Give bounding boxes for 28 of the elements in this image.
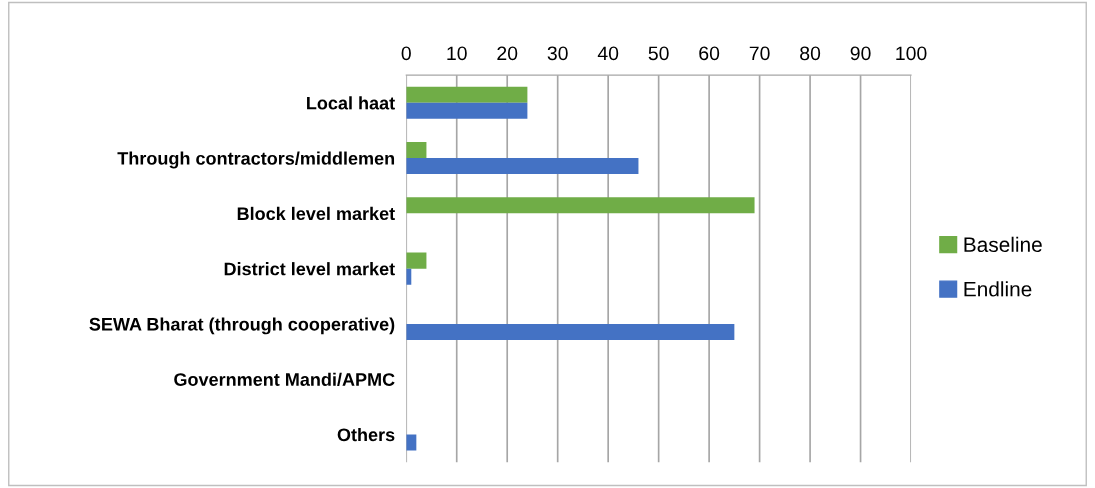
bar [406,252,427,269]
x-tick-label: 20 [497,46,518,61]
bar [406,197,755,214]
x-tick-label: 10 [447,46,467,61]
y-tick-label: Block level market [237,206,395,221]
x-tick-label: 100 [896,46,927,61]
legend-label: Baseline [964,236,1042,253]
bar [406,158,639,175]
bar [406,434,417,451]
y-tick-label: Government Mandi/APMC [174,372,395,387]
y-tick-label: Others [337,427,395,442]
y-tick-label: Local haat [307,96,395,110]
x-tick-label: 60 [699,46,720,61]
y-tick-label: Through contractors/middlemen [117,151,395,169]
y-tick-label: SEWA Bharat (through cooperative) [89,317,395,335]
x-tick-label: 40 [597,46,619,61]
bar [406,102,528,119]
x-tick-label: 90 [850,46,871,61]
x-tick-label: 70 [749,46,770,61]
x-tick-label: 50 [648,46,669,61]
x-tick-label: 30 [547,46,568,61]
x-tick-label: 80 [800,46,821,61]
x-tick-label: 0 [401,46,411,61]
bar [406,323,735,340]
bar [406,86,528,103]
y-tick-label: District level market [224,262,395,276]
legend-label: Endline [964,281,1032,297]
bar [406,142,427,159]
